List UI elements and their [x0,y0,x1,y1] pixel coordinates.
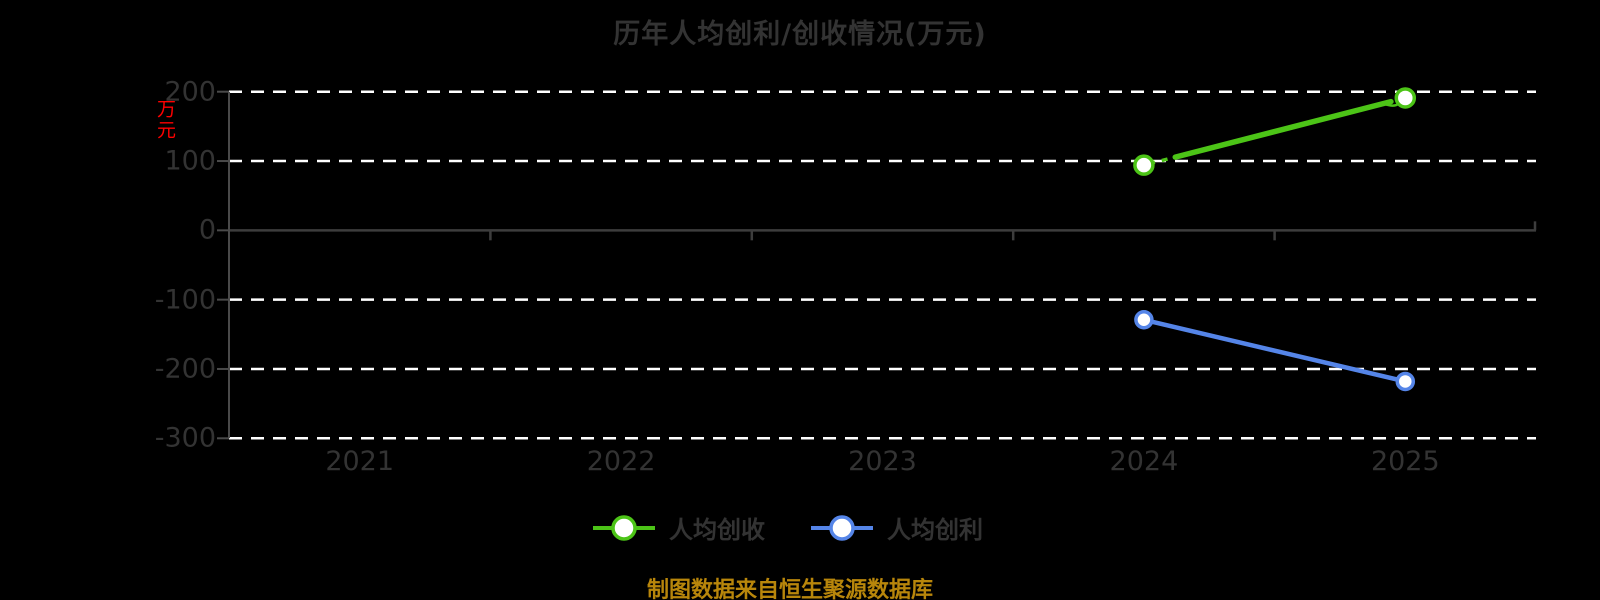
legend-item-label: 人均创收 [669,516,765,544]
data-point-marker [1133,154,1155,176]
legend-item-label: 人均创利 [887,516,983,544]
legend: 人均创收 人均创利 [593,510,983,545]
x-tick-label: 2023 [848,446,917,477]
x-tick-label: 2022 [586,446,656,477]
y-axis-unit-label: 万元 [154,99,176,141]
chart-footer-source: 制图数据来自恒生聚源数据库 [646,578,934,600]
x-tick-label: 2025 [1370,446,1440,477]
y-tick-label: -100 [154,284,216,316]
legend-item: 人均创收 [593,510,765,545]
y-tick-label: 100 [164,145,216,177]
profit-per-capita-line [1141,317,1408,384]
data-point-marker [1134,310,1154,330]
revenue-per-capita-line [1172,98,1394,160]
data-point-marker [1394,87,1417,109]
chart-title: 历年人均创利/创收情况(万元) [613,19,987,50]
x-tick-label: 2024 [1109,446,1179,477]
y-tick-label: 200 [164,76,216,108]
data-point-marker [1395,371,1416,392]
x-tick-label: 2021 [325,446,395,477]
y-tick-label: -200 [154,353,216,385]
profit-legend-marker-icon [811,514,873,541]
legend-item: 人均创利 [811,510,983,545]
revenue-legend-marker-icon [593,514,655,541]
y-tick-label: -300 [154,422,216,454]
y-tick-label: 0 [198,214,216,246]
